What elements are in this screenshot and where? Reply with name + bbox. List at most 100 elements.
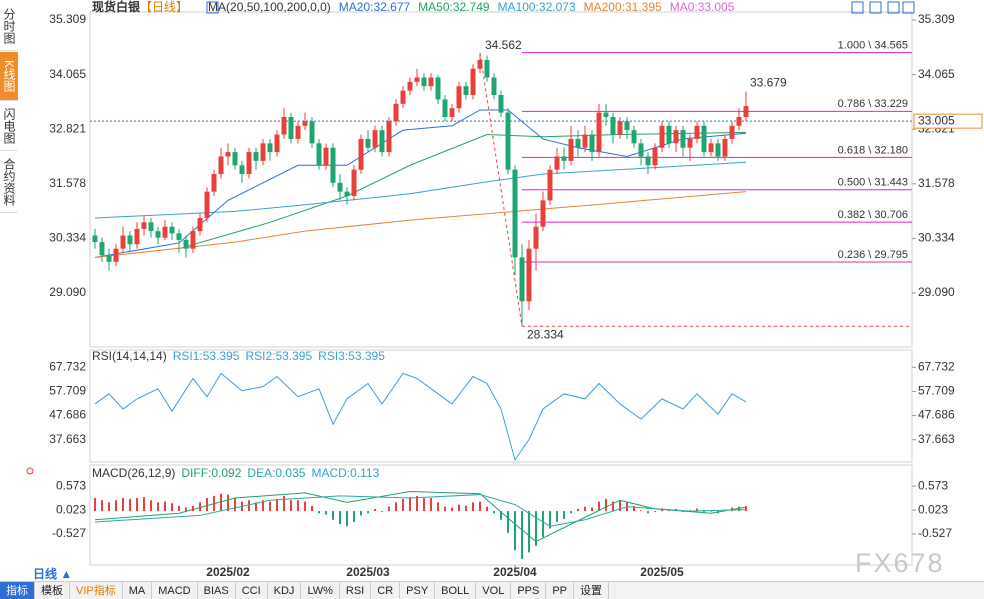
sidebar-tab[interactable]: 闪电图 [0, 102, 18, 151]
candle-body [106, 255, 112, 262]
rsi-line [94, 372, 747, 461]
macd-bar [577, 508, 579, 512]
toolbar-item[interactable]: LW% [301, 582, 340, 599]
y-tick-label-right: 0.573 [918, 478, 948, 492]
toolbar-item[interactable]: BIAS [198, 582, 236, 599]
macd-line [94, 491, 747, 543]
macd-bar [486, 506, 488, 512]
macd-bar [129, 498, 131, 512]
macd-bar [605, 498, 607, 512]
macd-bar [276, 498, 278, 512]
candle-body [603, 112, 609, 117]
y-tick-label: 0.573 [56, 478, 86, 492]
macd-bar [619, 500, 621, 512]
macd-bar [101, 500, 103, 512]
candle-body [92, 235, 98, 243]
candle-body [456, 86, 462, 109]
toolbar-item[interactable]: BOLL [435, 582, 477, 599]
toolbar-item[interactable]: PSY [400, 582, 436, 599]
ma-settings-icon[interactable] [206, 1, 219, 14]
candle-body [596, 112, 602, 153]
macd-bar [549, 511, 551, 529]
symbol: 现货白银 [92, 0, 141, 14]
sidebar-tab[interactable]: 合约资料 [0, 152, 18, 213]
toolbar-item[interactable]: 指标 [0, 582, 35, 599]
candle-body [344, 191, 350, 196]
watermark: FX678 [855, 548, 945, 578]
macd-bar [185, 507, 187, 512]
candle-body [512, 169, 518, 258]
period-label[interactable]: 日线 [33, 567, 58, 581]
candle-body [561, 156, 567, 161]
macd-bar [654, 511, 656, 512]
y-tick-label: 37.663 [49, 432, 86, 446]
macd-bar [668, 510, 670, 512]
panel-legend: RSI(14,14,14) RSI1:53.395 RSI2:53.395 RSI3:… [92, 349, 385, 363]
toolbar-item[interactable]: 设置 [574, 582, 610, 599]
y-tick-label-right: 35.309 [918, 12, 955, 26]
macd-bar [703, 511, 705, 513]
candle-body [351, 169, 357, 196]
candle-body [309, 121, 315, 144]
macd-bar [745, 506, 747, 512]
x-tick-label: 2025/04 [493, 565, 537, 579]
macd-bar [535, 511, 537, 546]
toolbar-item[interactable]: CR [371, 582, 401, 599]
x-tick-label: 2025/03 [346, 565, 390, 579]
y-tick-label-right: 57.709 [918, 384, 955, 398]
candle-body [134, 228, 140, 245]
candle-body [652, 147, 658, 166]
toolbar-item[interactable]: RSI [340, 582, 372, 599]
toolbar-item[interactable]: CCI [236, 582, 268, 599]
macd-line [94, 494, 747, 527]
toolbar-item[interactable]: 模板 [35, 582, 70, 599]
toolbar-item[interactable]: KDJ [268, 582, 302, 599]
toolbar-item[interactable]: VIP指标 [70, 582, 123, 599]
icon[interactable] [887, 1, 900, 14]
icon[interactable] [851, 1, 864, 14]
y-tick-label-right: 0.023 [918, 502, 948, 516]
candle-body [239, 165, 245, 175]
candle-body [183, 239, 189, 249]
candle-body [379, 130, 385, 153]
macd-bar [220, 493, 222, 512]
macd-bar [437, 502, 439, 512]
candle-body [148, 222, 154, 232]
toolbar-item[interactable]: MA [123, 582, 153, 599]
toolbar-item[interactable]: PPS [511, 582, 547, 599]
icon[interactable] [869, 1, 882, 14]
macd-bar [339, 511, 341, 525]
y-tick-label-right: -0.527 [918, 526, 952, 540]
fib-label: 0.618 \ 32.180 [838, 144, 908, 156]
period-switch[interactable]: 日线 ▲ [33, 567, 73, 581]
sidebar-tab[interactable]: K线图 [0, 52, 18, 101]
toolbar-item[interactable]: VOL [476, 582, 512, 599]
macd-bar [640, 510, 642, 512]
toolbar-item[interactable]: MACD [152, 582, 198, 599]
candle-body [155, 231, 161, 238]
y-tick-label-right: 37.663 [918, 432, 955, 446]
macd-bar [108, 502, 110, 512]
y-tick-label: 34.065 [49, 67, 86, 81]
candle-body [645, 156, 651, 166]
macd-bar [521, 511, 523, 559]
candle-body [421, 77, 427, 87]
macd-bar [514, 511, 516, 551]
legend-item: RSI1:53.395 [173, 349, 240, 363]
icon[interactable] [902, 1, 915, 14]
candle-body [715, 143, 721, 157]
macd-bar [234, 498, 236, 512]
candle-body [547, 169, 553, 201]
candle-body [687, 138, 693, 148]
fib-label: 0.382 \ 30.706 [838, 209, 908, 221]
macd-bar [262, 500, 264, 512]
candle-body [505, 112, 511, 170]
y-tick-label: 30.334 [49, 231, 86, 245]
indicator-icon[interactable] [26, 467, 34, 475]
toolbar-item[interactable]: PP [546, 582, 575, 599]
macd-bar [199, 502, 201, 512]
sidebar-tab[interactable]: 分时图 [0, 2, 18, 51]
legend-item: MACD(26,12,9) [92, 466, 175, 480]
macd-bar [311, 505, 313, 512]
